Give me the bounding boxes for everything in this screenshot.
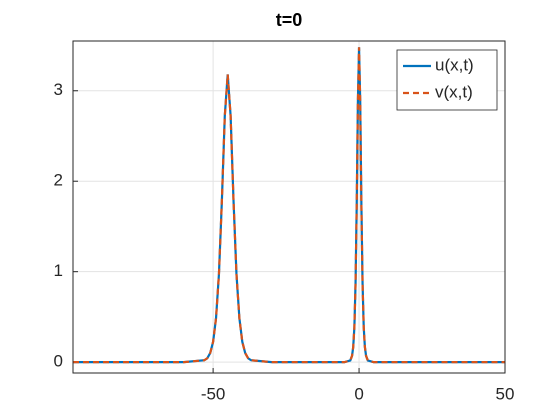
line-series xyxy=(73,47,505,364)
y-tick-label: 0 xyxy=(54,352,63,371)
chart-title: t=0 xyxy=(276,10,303,30)
x-tick-label: 0 xyxy=(354,384,363,403)
y-tick-label: 3 xyxy=(54,80,63,99)
y-tick-label: 1 xyxy=(54,261,63,280)
y-tick-label: 2 xyxy=(54,171,63,190)
legend-box xyxy=(396,49,498,111)
x-tick-label: -50 xyxy=(201,384,226,403)
axes-box xyxy=(72,40,506,374)
legend-label: v(x,t) xyxy=(435,82,473,101)
x-tick-label: 50 xyxy=(496,384,515,403)
legend-label: u(x,t) xyxy=(435,55,474,74)
